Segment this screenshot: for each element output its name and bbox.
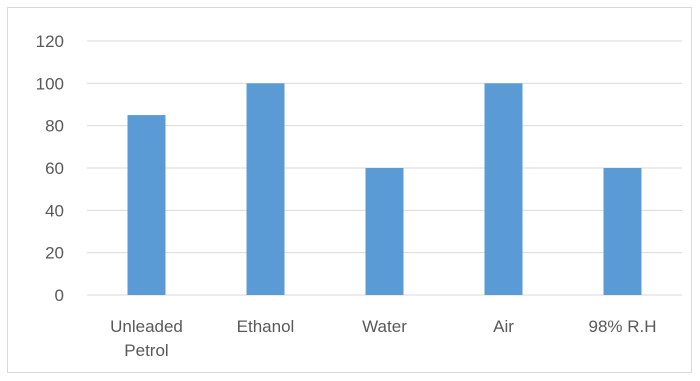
y-tick-label: 100 <box>36 74 64 93</box>
x-axis: Unleaded Petrol Ethanol Water Air 98% R.H <box>110 317 656 360</box>
x-tick-label: 98% R.H <box>588 317 656 336</box>
bar <box>365 168 404 295</box>
y-tick-label: 40 <box>45 201 64 220</box>
y-tick-label: 0 <box>55 286 64 305</box>
bar <box>127 115 166 295</box>
y-tick-label: 120 <box>36 32 64 51</box>
chart-area <box>7 7 692 373</box>
bar <box>484 83 523 295</box>
bars <box>127 83 642 295</box>
y-tick-label: 80 <box>45 117 64 136</box>
x-tick-label: Water <box>362 317 407 336</box>
x-tick-label: Ethanol <box>237 317 295 336</box>
gridlines <box>87 40 682 296</box>
x-tick-label: Air <box>493 317 514 336</box>
y-axis: 0 20 40 60 80 100 120 <box>36 32 64 305</box>
y-tick-label: 20 <box>45 244 64 263</box>
x-tick-label: Unleaded Petrol <box>110 317 183 360</box>
bar <box>246 83 285 295</box>
bar <box>603 168 642 295</box>
y-tick-label: 60 <box>45 159 64 178</box>
